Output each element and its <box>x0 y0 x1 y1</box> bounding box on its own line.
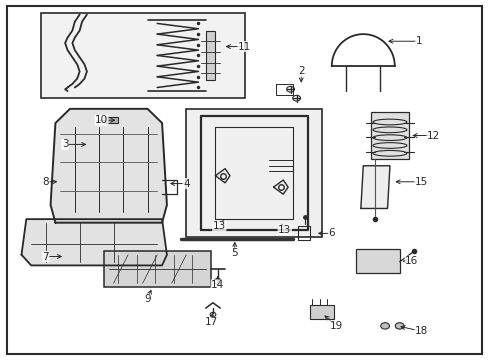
Text: 7: 7 <box>42 252 49 261</box>
Text: 11: 11 <box>237 41 251 51</box>
Bar <box>355 249 399 273</box>
Text: 1: 1 <box>415 36 422 46</box>
Bar <box>106 117 118 123</box>
Bar <box>297 226 309 240</box>
Circle shape <box>380 323 388 329</box>
Text: 19: 19 <box>329 321 343 331</box>
Text: 14: 14 <box>211 280 224 290</box>
Bar <box>186 109 322 237</box>
Text: 10: 10 <box>95 115 108 125</box>
Text: 16: 16 <box>405 256 418 266</box>
Polygon shape <box>360 166 389 208</box>
Text: 5: 5 <box>231 248 238 258</box>
Text: 6: 6 <box>328 228 334 238</box>
Text: 13: 13 <box>278 225 291 235</box>
Polygon shape <box>50 109 166 223</box>
Text: 17: 17 <box>204 317 218 327</box>
Bar <box>41 13 244 98</box>
Circle shape <box>394 323 403 329</box>
Text: 4: 4 <box>183 179 189 189</box>
Text: 8: 8 <box>42 177 49 187</box>
Polygon shape <box>21 219 166 265</box>
Text: 15: 15 <box>414 177 427 187</box>
Text: 13: 13 <box>212 221 225 231</box>
Bar <box>103 251 210 287</box>
Text: 2: 2 <box>297 67 304 76</box>
Text: 9: 9 <box>144 294 150 304</box>
Bar <box>370 112 408 159</box>
Text: 18: 18 <box>414 326 427 336</box>
Text: 3: 3 <box>61 139 68 149</box>
Text: 12: 12 <box>426 131 439 140</box>
Bar <box>205 31 215 80</box>
Bar <box>309 305 333 319</box>
